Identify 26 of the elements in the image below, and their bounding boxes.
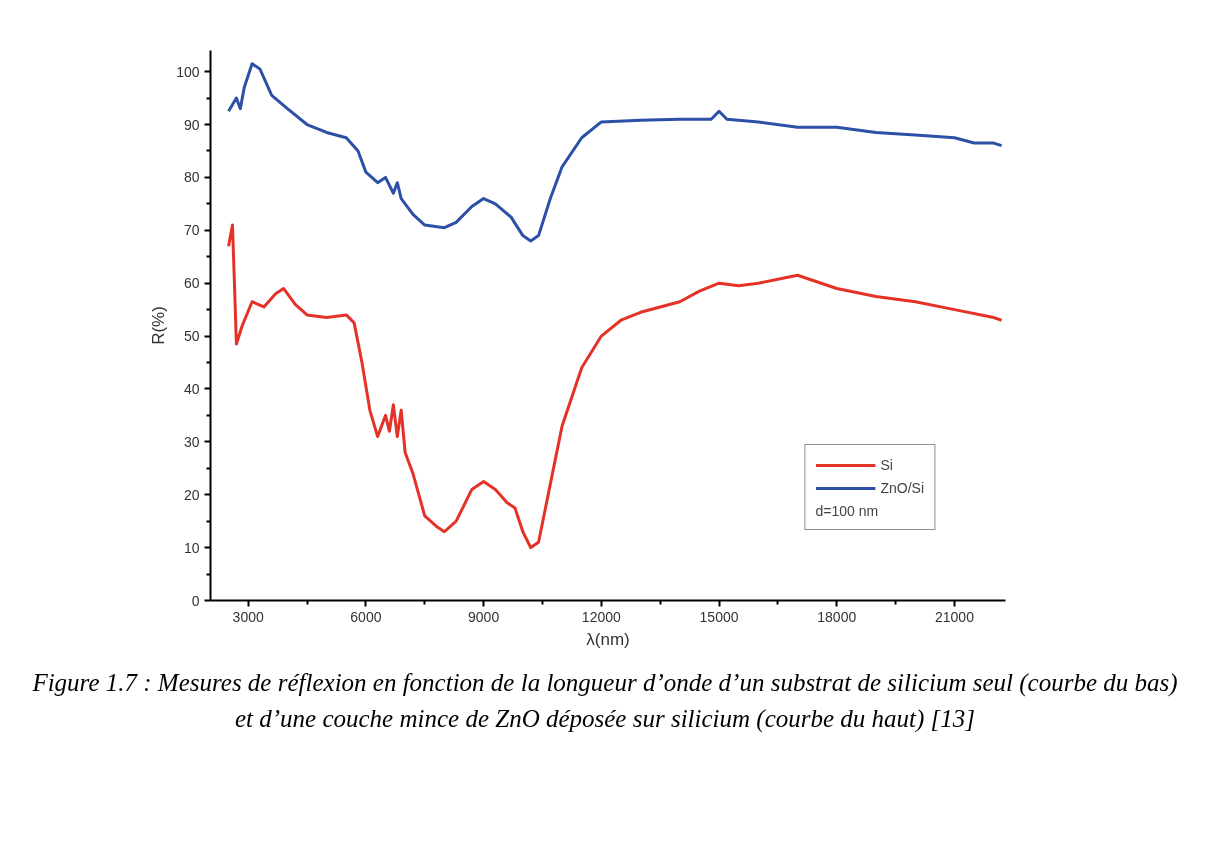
y-tick-label: 100	[176, 63, 200, 80]
y-tick-label: 40	[183, 380, 200, 397]
legend-label: ZnO/Si	[880, 480, 924, 496]
y-tick-label: 30	[183, 433, 200, 450]
y-axis-title: R(%)	[149, 306, 169, 345]
y-tick-label: 90	[183, 116, 200, 133]
y-tick-label: 20	[183, 486, 200, 503]
x-tick-label: 12000	[581, 608, 622, 625]
x-tick-label: 15000	[699, 608, 739, 625]
x-tick-label: 3000	[232, 608, 264, 625]
y-tick-label: 0	[191, 592, 200, 609]
y-tick-label: 70	[183, 222, 200, 239]
y-tick-label: 10	[183, 539, 200, 556]
line-series	[227, 62, 1004, 243]
x-tick-label: 21000	[935, 608, 975, 625]
legend-title: d=100 nm	[815, 503, 880, 519]
x-axis-title: λ(nm)	[586, 629, 630, 649]
y-tick-label: 50	[183, 328, 200, 345]
x-tick-label: 9000	[468, 608, 500, 625]
y-tick-label: 60	[183, 275, 200, 292]
line-series	[227, 223, 1004, 550]
x-tick-label: 6000	[350, 608, 382, 625]
y-tick-label: 80	[183, 169, 200, 186]
legend-label: Si	[880, 457, 894, 473]
caption: Figure 1.7 : Mesures de réflexion en fonction de la longueur d’onde d’un substrat de silicium seul (courbe du bas) et d’une couche mince de ZnO déposée sur silicium (courbe du haut) [13]	[31, 668, 1179, 735]
x-tick-label: 18000	[817, 608, 857, 625]
